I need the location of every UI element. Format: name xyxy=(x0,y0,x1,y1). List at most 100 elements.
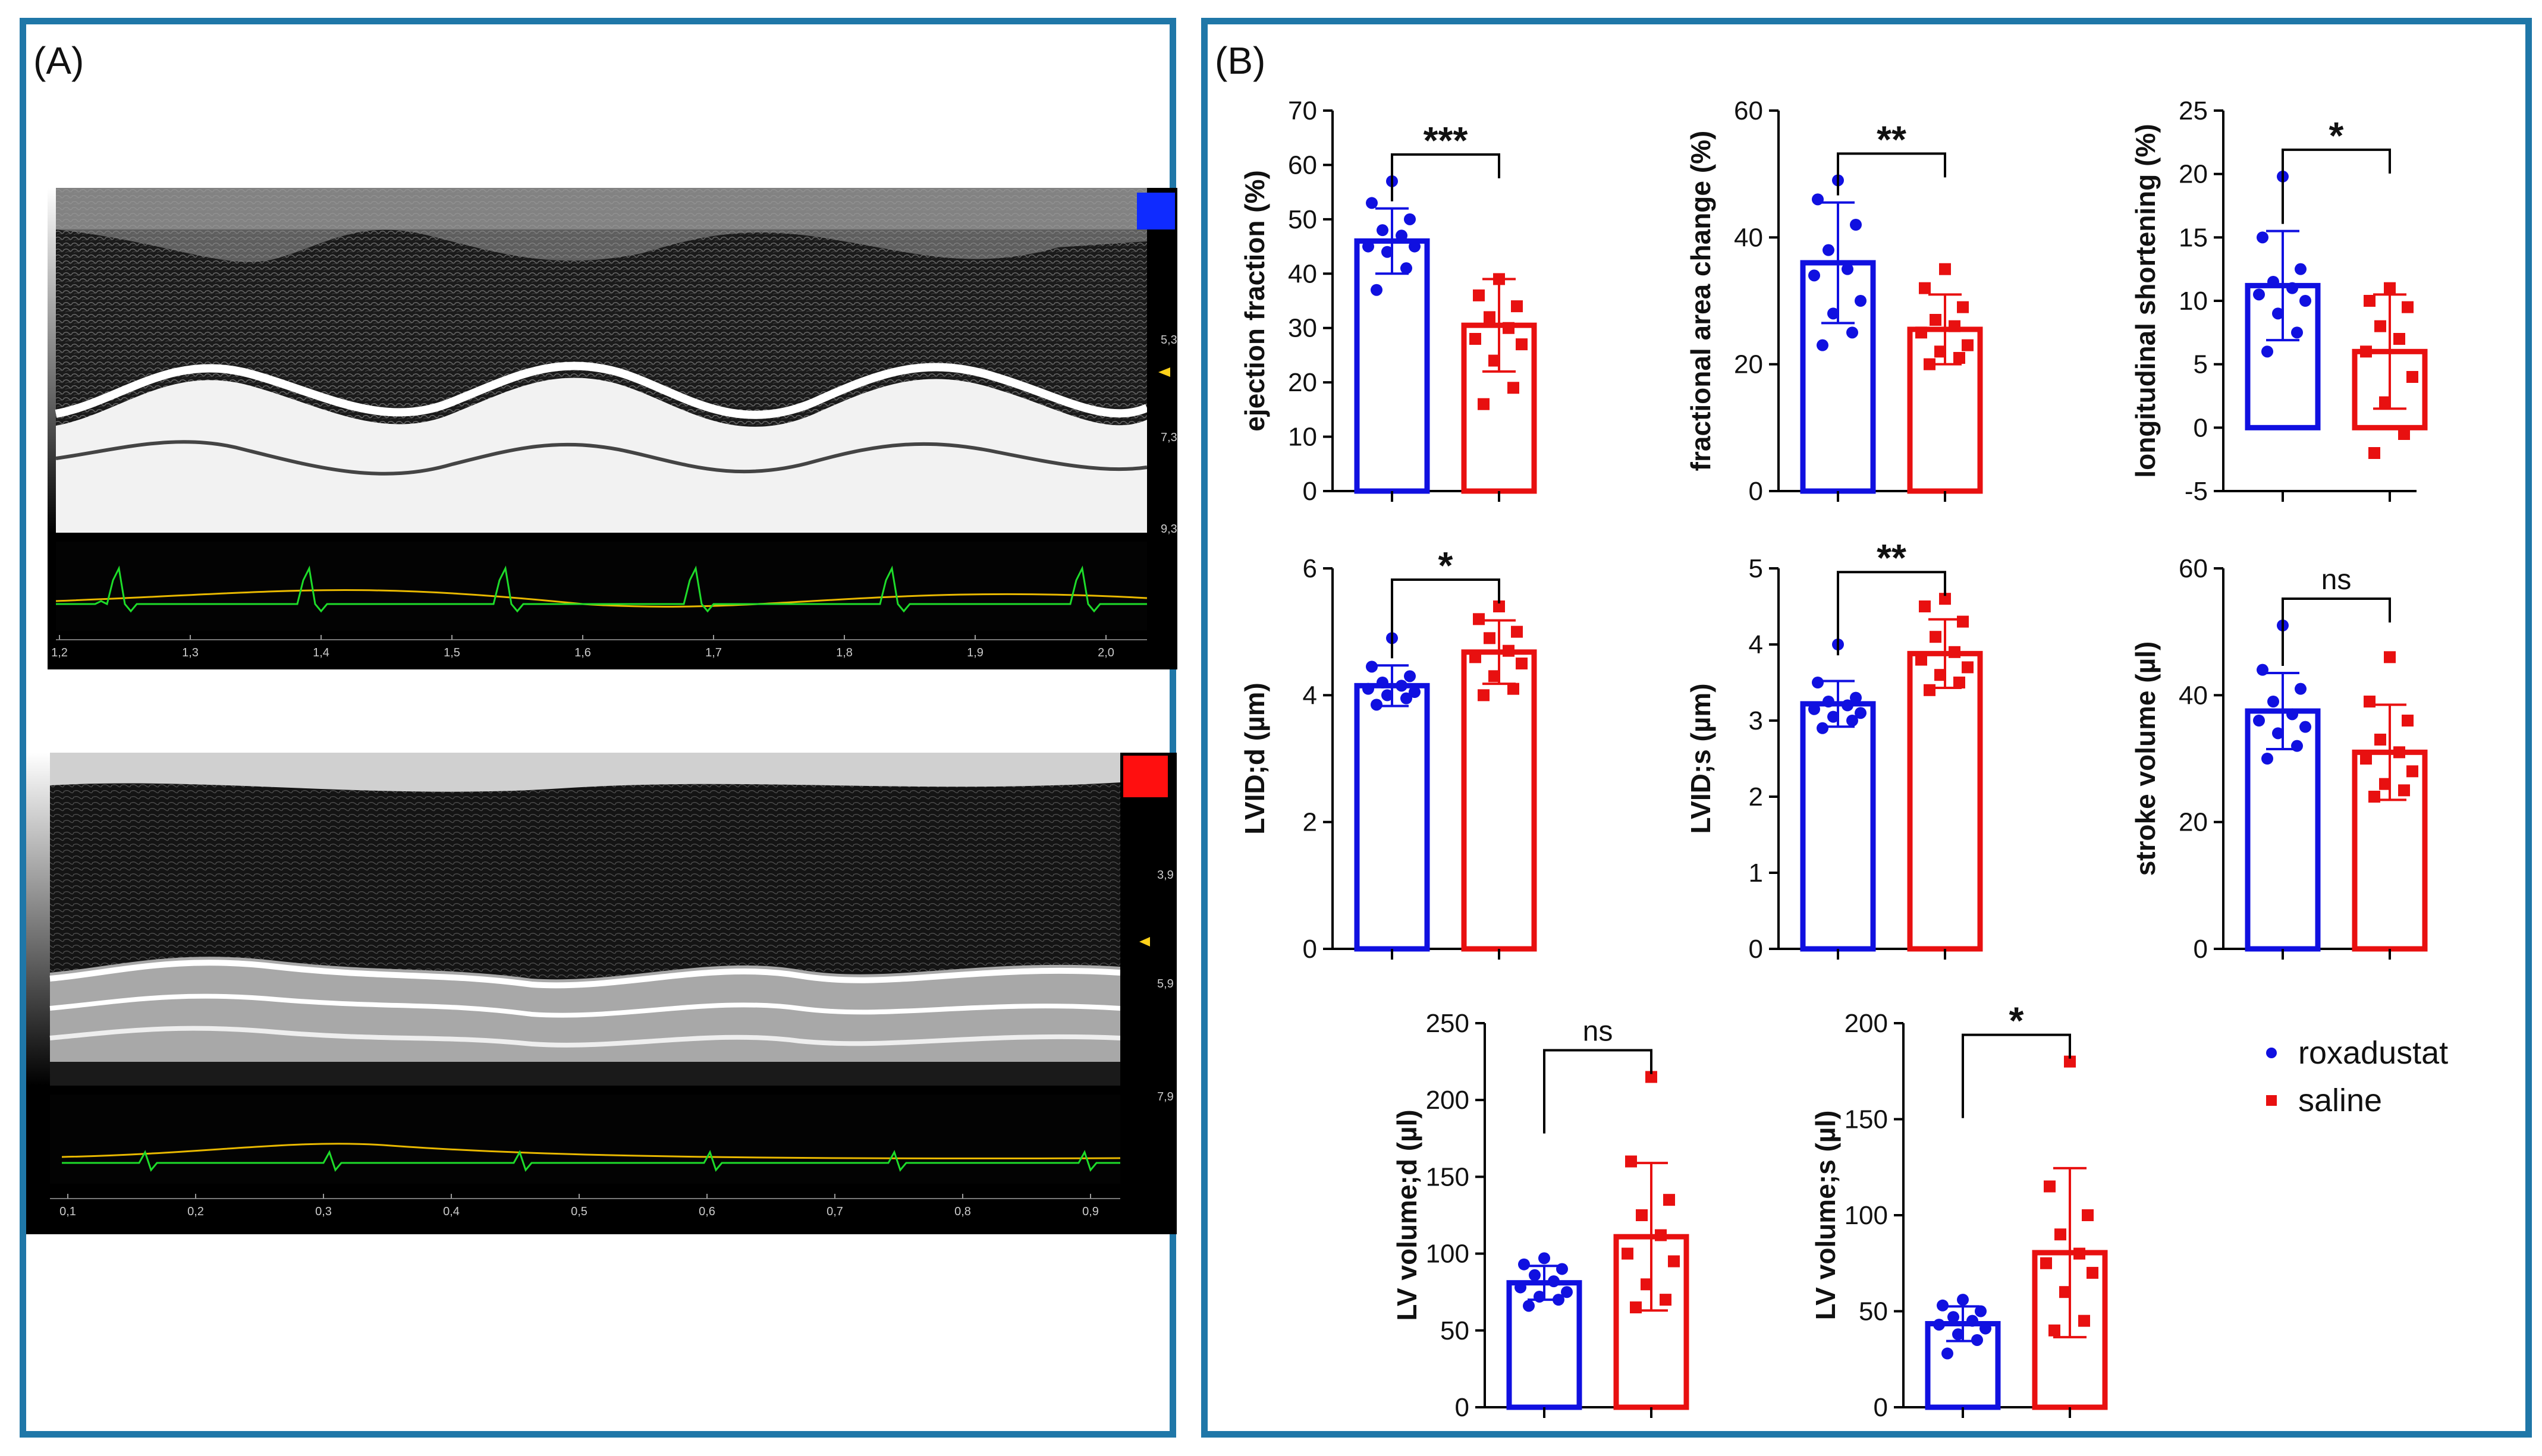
data-point-saline xyxy=(2078,1315,2090,1327)
time-tick-label: 0,2 xyxy=(187,1205,204,1218)
y-tick-label: 70 xyxy=(1288,96,1317,125)
y-tick-label: 5 xyxy=(2194,350,2208,379)
significance-label: *** xyxy=(1424,119,1468,162)
data-point-saline xyxy=(2379,778,2391,790)
data-point-roxadustat xyxy=(1362,240,1374,253)
depth-marker-icon xyxy=(1158,367,1170,377)
data-point-roxadustat xyxy=(2267,276,2279,288)
data-point-saline xyxy=(1939,263,1951,275)
data-point-roxadustat xyxy=(1396,229,1407,242)
data-point-saline xyxy=(1507,382,1519,394)
data-point-saline xyxy=(2059,1286,2071,1298)
data-point-saline xyxy=(1953,352,1965,364)
data-point-saline xyxy=(2398,428,2410,440)
data-point-roxadustat xyxy=(1975,1305,1987,1317)
significance-bracket xyxy=(1837,571,1946,656)
depth-tick: 3,9 xyxy=(1157,869,1174,882)
ecg-trace xyxy=(62,1150,1120,1172)
data-point-saline xyxy=(1484,311,1495,323)
echo-image-2-svg: 3,9 5,9 7,9 0,1 0,2 0,3 0,4 0,5 0,6 0,7 0,8 0,9 xyxy=(26,753,1177,1218)
depth-tick: 7,9 xyxy=(1157,1090,1174,1103)
y-tick-label: 50 xyxy=(1859,1297,1888,1326)
data-point-roxadustat xyxy=(2253,715,2265,727)
data-point-roxadustat xyxy=(1952,1328,1964,1341)
data-point-saline xyxy=(2368,791,2380,803)
y-tick-label: 0 xyxy=(1874,1393,1888,1422)
data-point-roxadustat xyxy=(1523,1300,1535,1312)
legend-square-icon xyxy=(2266,1095,2277,1106)
data-point-saline xyxy=(1949,646,1960,658)
y-tick-label: 20 xyxy=(2179,160,2208,189)
data-point-roxadustat xyxy=(1846,715,1858,727)
grayscale-bar xyxy=(48,188,56,533)
bar-chart-6: 0 20 40 60 stroke volume (µl) ns xyxy=(2130,554,2428,964)
data-point-roxadustat xyxy=(1850,219,1862,231)
data-point-saline xyxy=(1668,1255,1680,1268)
data-point-saline xyxy=(1503,322,1514,334)
y-tick-label: 0 xyxy=(1303,935,1317,964)
data-point-roxadustat xyxy=(1846,326,1858,339)
data-point-roxadustat xyxy=(1409,240,1421,253)
data-point-roxadustat xyxy=(1971,1334,1983,1346)
data-point-roxadustat xyxy=(2295,263,2307,275)
echo-image-1-svg: 5,3 7,3 9,3 1,2 1,3 1,4 1,5 1,6 1,7 1,8 1,9 2,0 xyxy=(48,188,1177,659)
data-point-roxadustat xyxy=(1529,1269,1541,1281)
data-point-roxadustat xyxy=(1850,691,1862,704)
data-point-saline xyxy=(1516,338,1528,351)
time-tick-label: 0,1 xyxy=(59,1205,76,1218)
data-point-roxadustat xyxy=(1366,197,1378,209)
data-point-saline xyxy=(1915,326,1927,339)
y-tick-label: 20 xyxy=(1288,368,1317,397)
time-tick-label: 0,7 xyxy=(827,1205,843,1218)
data-point-saline xyxy=(1949,320,1960,332)
data-point-roxadustat xyxy=(2299,295,2311,307)
data-point-saline xyxy=(1488,354,1500,367)
panel-b-label: (B) xyxy=(1215,39,1266,82)
y-tick-label: 10 xyxy=(1288,423,1317,452)
significance-label: * xyxy=(2009,999,2024,1042)
data-point-roxadustat xyxy=(1371,284,1382,296)
data-point-roxadustat xyxy=(1381,689,1393,702)
depth-tick: 5,3 xyxy=(1161,334,1177,347)
data-point-saline xyxy=(1655,1229,1667,1241)
y-tick-label: -5 xyxy=(2185,477,2208,506)
bar-roxadustat xyxy=(1800,701,1876,952)
data-point-saline xyxy=(2364,696,2376,707)
y-tick-label: 0 xyxy=(1455,1393,1469,1422)
legend-label: roxadustat xyxy=(2298,1035,2449,1071)
data-point-saline xyxy=(2360,753,2372,765)
data-point-saline xyxy=(1488,670,1500,683)
data-point-roxadustat xyxy=(1817,722,1828,734)
time-tick-label: 1,9 xyxy=(967,646,984,659)
time-tick-label: 0,9 xyxy=(1082,1205,1099,1218)
data-point-saline xyxy=(2384,282,2396,294)
y-tick-label: 60 xyxy=(1734,96,1763,125)
data-point-roxadustat xyxy=(1538,1252,1550,1265)
ecg-trace xyxy=(56,565,1147,613)
data-point-roxadustat xyxy=(1362,683,1374,695)
data-point-roxadustat xyxy=(1808,703,1820,715)
data-point-roxadustat xyxy=(1366,661,1378,673)
data-point-saline xyxy=(1953,677,1965,688)
bar-roxadustat xyxy=(1354,683,1430,952)
data-point-saline xyxy=(1939,593,1951,605)
time-tick-label: 1,3 xyxy=(182,646,199,659)
data-point-saline xyxy=(1469,651,1481,663)
y-tick-label: 4 xyxy=(1303,681,1317,710)
time-tick-label: 1,2 xyxy=(51,646,68,659)
data-point-roxadustat xyxy=(2261,345,2273,358)
data-point-roxadustat xyxy=(1855,707,1867,719)
y-tick-label: 0 xyxy=(1749,477,1763,506)
y-tick-label: 40 xyxy=(1734,223,1763,252)
data-point-saline xyxy=(2087,1266,2098,1279)
significance-bracket xyxy=(2282,598,2391,666)
depth-marker-icon xyxy=(1139,937,1150,946)
panel-a: (A) 5,3 7,3 xyxy=(20,18,1177,1438)
data-point-roxadustat xyxy=(1966,1315,1978,1327)
y-tick-label: 1 xyxy=(1749,858,1763,888)
bar-saline xyxy=(1461,649,1537,952)
legend-item-saline: saline xyxy=(2266,1077,2516,1124)
data-point-saline xyxy=(1516,658,1528,669)
y-tick-label: 40 xyxy=(2179,681,2208,710)
